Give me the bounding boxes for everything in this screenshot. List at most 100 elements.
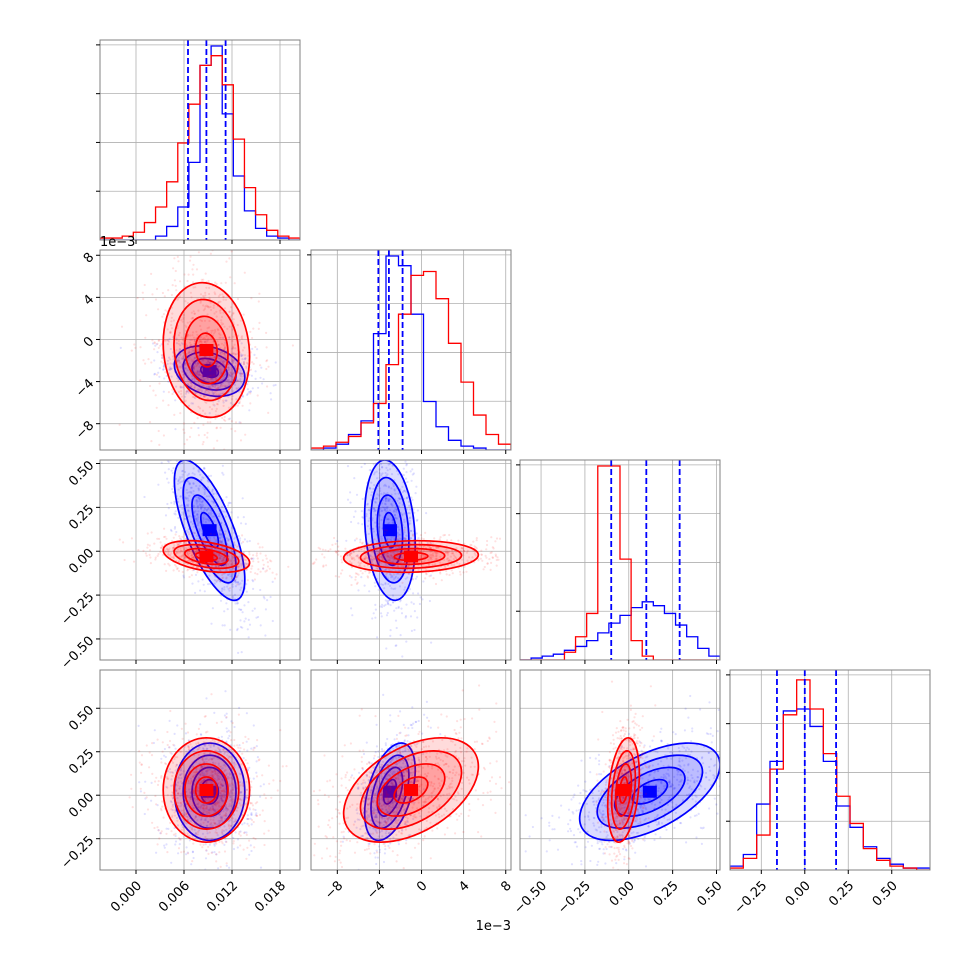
x-tick-label-3-0: −0.25 [732, 878, 771, 917]
histogram-blue-3 [730, 708, 930, 870]
histogram-red-2 [520, 465, 720, 660]
contour-blue-3-2-2 [596, 754, 704, 830]
contour-blue-2-0-1 [191, 494, 229, 567]
x-tick-label-3-1: 0.00 [783, 878, 814, 909]
y-tick-label-2-1: −0.25 [59, 590, 98, 629]
panel-frame-3-2 [519, 669, 721, 871]
x-tick-label-0-3: 0.018 [252, 878, 289, 915]
panel-1-1 [307, 249, 512, 454]
histogram-red-0 [100, 55, 300, 240]
x-tick-label-3-2: 0.25 [826, 878, 857, 909]
histogram-red-3 [730, 679, 930, 870]
y-tick-label-2-2: 0.00 [66, 546, 97, 577]
panel-2-2-content [520, 460, 720, 660]
panel-3-3-content [730, 670, 930, 870]
y-tick-label-3-3: 0.50 [66, 703, 97, 734]
x-tick-label-1-2: 0 [414, 878, 430, 894]
contour-red-3-0-3 [162, 736, 251, 844]
density-peak-blue-3-2 [642, 785, 657, 798]
x-tick-label-2-2: 0.00 [607, 878, 638, 909]
panel-frame-2-0 [99, 459, 301, 661]
contour-red-1-0-3 [162, 281, 251, 419]
contour-red-2-0-2 [173, 543, 240, 570]
contour-red-3-0-1 [183, 763, 229, 817]
y-tick-label-2-3: 0.25 [66, 502, 97, 533]
contour-red-2-0-1 [183, 547, 229, 566]
contour-red-1-0-2 [173, 298, 240, 402]
contour-red-1-0-0 [194, 332, 219, 368]
contour-blue-1-0-2 [182, 351, 237, 391]
panel-1-0-content [100, 250, 300, 450]
panel-frame-3-1 [310, 669, 512, 871]
histogram-red-1 [311, 270, 511, 450]
x-tick-label-2-0: −0.50 [511, 878, 550, 917]
panel-frame-3-3 [729, 669, 931, 871]
contour-blue-2-1-2 [370, 476, 410, 584]
density-peak-blue-1-0 [202, 365, 217, 378]
density-peak-blue-2-1 [382, 524, 397, 537]
panel-3-0 [96, 669, 301, 874]
density-peak-red-3-0 [199, 784, 214, 796]
x-offset-label: 1e−3 [476, 919, 511, 934]
contour-red-3-1-0 [393, 776, 429, 804]
panel-3-1 [310, 669, 512, 874]
panel-1-0 [96, 249, 301, 454]
panel-frame-2-2 [519, 459, 721, 661]
x-tick-label-2-4: 0.50 [694, 878, 725, 909]
panel-2-1 [310, 459, 512, 664]
y-tick-label-2-0: −0.50 [59, 634, 98, 673]
contour-red-3-0-2 [173, 750, 240, 830]
panel-2-0 [96, 459, 301, 664]
y-tick-label-1-3: 4 [81, 292, 97, 308]
contour-blue-1-0-1 [191, 357, 229, 385]
panel-frame-0-0 [99, 39, 301, 241]
contour-red-1-0-1 [183, 315, 229, 385]
density-peak-red-3-2 [616, 784, 631, 796]
contour-red-2-1-1 [376, 547, 446, 566]
panel-frame-2-1 [310, 459, 512, 661]
x-tick-label-1-4: 8 [498, 878, 514, 894]
y-tick-label-1-4: 8 [81, 250, 97, 266]
y-tick-label-3-0: −0.25 [59, 833, 98, 872]
contour-red-3-1-3 [342, 736, 480, 844]
y-tick-label-3-2: 0.25 [66, 746, 97, 777]
contour-blue-2-0-2 [182, 476, 237, 584]
x-tick-label-1-0: −8 [322, 878, 346, 902]
contour-red-3-2-2 [610, 750, 637, 830]
y-tick-label-1-2: 0 [81, 334, 97, 350]
x-tick-label-0-0: 0.000 [108, 878, 145, 915]
panel-2-1-content [311, 460, 511, 660]
panel-3-1-content [311, 670, 511, 870]
panel-frame-1-0 [99, 249, 301, 451]
density-peak-blue-2-0 [202, 524, 217, 537]
panel-3-2-content [520, 670, 720, 870]
y-tick-label-3-1: 0.00 [66, 790, 97, 821]
panel-frame-1-1 [310, 249, 512, 451]
panel-2-2 [516, 459, 721, 664]
panel-2-0-content [100, 460, 300, 660]
contour-blue-3-1-1 [376, 766, 404, 817]
panel-3-2 [519, 669, 721, 874]
x-tick-label-0-2: 0.012 [204, 878, 241, 915]
contour-red-3-2-3 [606, 736, 641, 844]
contour-blue-3-2-1 [613, 766, 686, 817]
x-tick-label-3-3: 0.50 [870, 878, 901, 909]
y-offset-label: 1e−3 [100, 235, 135, 250]
density-peak-red-2-0 [199, 550, 214, 563]
panel-frame-3-0 [99, 669, 301, 871]
x-tick-label-1-1: −4 [364, 878, 388, 902]
y-tick-label-1-1: −4 [73, 376, 97, 400]
contour-blue-2-1-1 [376, 494, 404, 567]
histogram-blue-2 [520, 601, 720, 660]
contour-red-2-0-3 [162, 539, 251, 574]
contour-red-3-0-0 [194, 776, 219, 804]
y-tick-label-2-4: 0.50 [66, 458, 97, 489]
y-tick-label-1-0: −8 [73, 418, 97, 442]
panel-0-0-content [100, 40, 300, 240]
contour-red-3-1-1 [376, 763, 446, 817]
panel-3-3 [726, 669, 931, 874]
contour-red-3-2-1 [614, 763, 633, 817]
histogram-blue-1 [311, 255, 511, 450]
panel-0-0 [96, 39, 301, 244]
